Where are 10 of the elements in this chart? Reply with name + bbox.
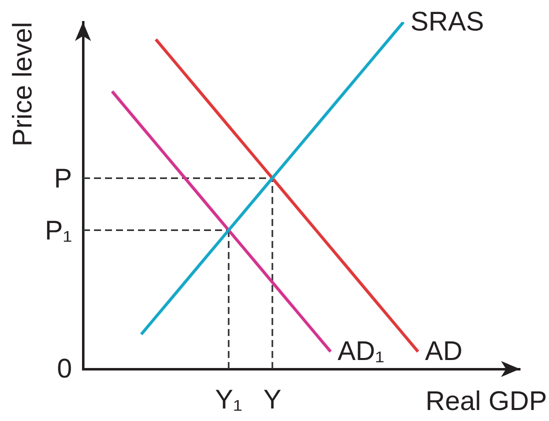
x-tick-label: Y <box>263 384 282 415</box>
x-tick-label: Y₁ <box>215 384 242 415</box>
text: 0 <box>56 353 72 384</box>
ref-line-label: P₁ <box>44 216 72 246</box>
series-label: AD <box>425 336 463 366</box>
series-label: SRAS <box>410 6 484 36</box>
ref-line-label: P <box>54 164 72 194</box>
series-label: AD₁ <box>338 336 384 366</box>
y-axis-title: Price level <box>8 22 38 147</box>
x-axis-title: Real GDP <box>425 386 547 416</box>
